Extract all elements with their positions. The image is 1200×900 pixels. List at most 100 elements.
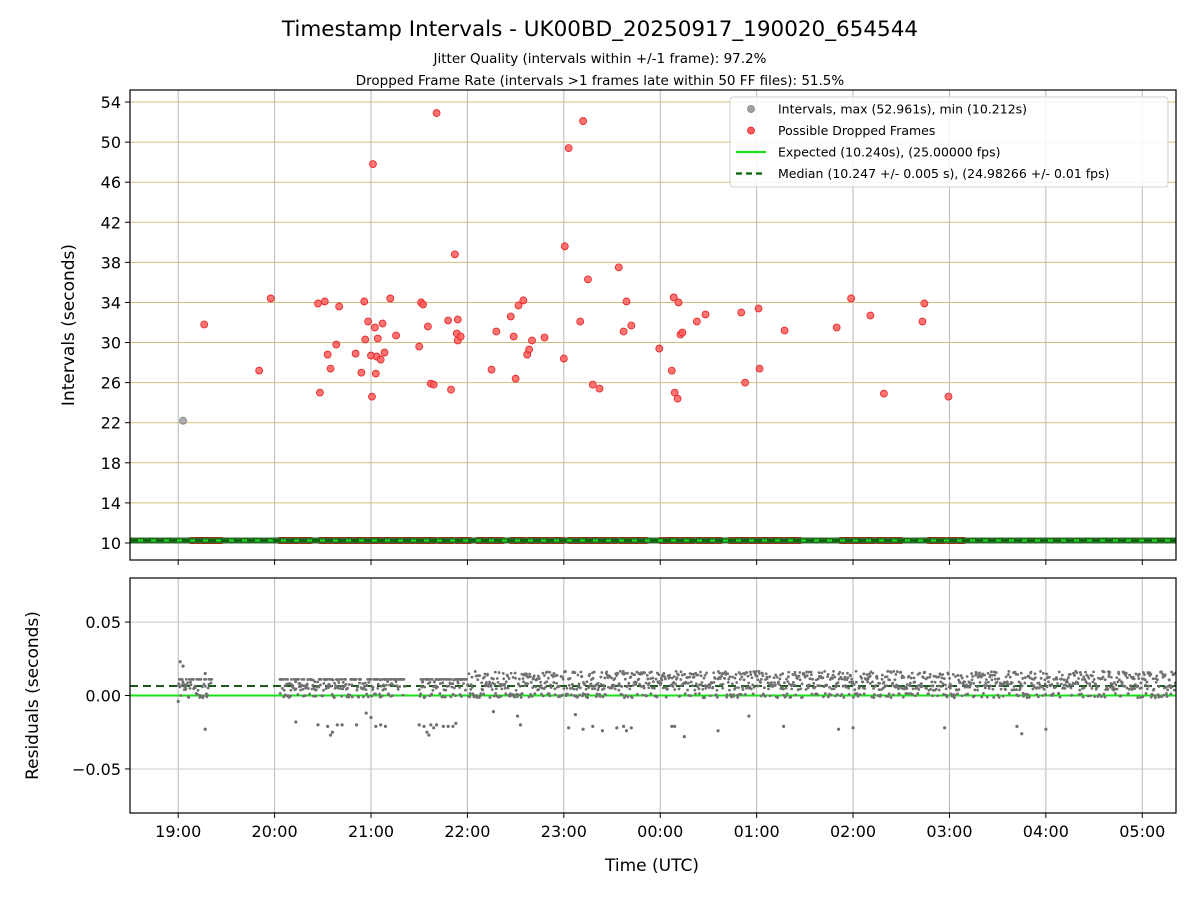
residual-point [584,687,588,691]
residual-point [1154,680,1158,684]
data-point [701,310,710,319]
residual-point [572,687,576,691]
residual-point [672,675,676,678]
residual-point [982,684,986,687]
residual-point [423,685,427,689]
residual-point [617,688,621,692]
residual-point [949,692,953,696]
residual-point [1135,685,1139,689]
data-point [203,727,207,731]
residual-point [1113,692,1117,695]
residual-point [501,672,505,675]
residual-point [958,681,962,685]
residual-point [847,686,850,690]
residual-point [421,677,425,681]
residual-point [195,692,199,696]
residual-point [733,676,737,680]
residual-point [502,677,506,681]
data-point [320,297,329,306]
residual-point [972,682,976,685]
residual-point [1041,671,1045,675]
residual-point [576,673,580,677]
residual-point [918,671,922,675]
residual-point [1007,691,1011,695]
data-point [621,724,626,728]
residual-point [506,686,510,690]
residual-point [894,685,897,689]
residual-point [520,692,524,695]
residual-point [447,684,451,688]
residual-point [177,682,181,686]
residual-point [1145,687,1149,691]
data-point [491,710,496,714]
residual-point [549,686,553,689]
residual-point [677,673,680,677]
data-point [669,293,678,302]
x-tick-label: 23:00 [541,822,587,841]
residual-point [1019,682,1023,686]
residual-point [541,671,545,675]
residual-point [721,682,725,686]
data-point [370,323,379,332]
data-point [492,327,501,336]
residual-point [961,683,965,686]
chart-subtitle-jitter: Jitter Quality (intervals within +/-1 fr… [433,51,767,67]
data-point [737,308,746,317]
residual-point [1137,677,1141,680]
residual-point [840,692,844,696]
residual-point [849,674,852,678]
data-point [584,275,592,284]
residual-point [503,682,507,686]
data-point [432,109,441,117]
data-point [423,322,432,331]
residual-point [837,677,841,681]
residual-point [798,671,802,674]
residual-point [468,691,472,695]
residual-point [441,681,445,685]
residual-point [647,681,651,685]
data-point [832,323,841,332]
residual-point [1080,692,1083,696]
residual-point [305,682,309,686]
residual-point [337,681,341,684]
residual-point [458,693,462,696]
residual-point [596,688,600,692]
residual-point [1069,686,1073,690]
residual-point [492,694,496,698]
residual-point [634,681,638,684]
residual-point [775,675,779,679]
residual-point [757,669,761,673]
chart-subtitle-dropped: Dropped Frame Rate (intervals >1 frames … [356,73,845,89]
residual-point [189,683,193,687]
residual-point [886,695,890,698]
residual-point [545,680,549,684]
residual-point [736,696,740,699]
residual-point [1137,672,1141,676]
residual-point [354,677,358,681]
residual-point [495,677,499,680]
residual-point [314,694,318,698]
residual-point [784,695,788,699]
residual-point [557,684,561,688]
residual-point [952,696,956,700]
residual-point [1170,685,1174,688]
residual-point [466,683,470,686]
residual-point [854,669,858,673]
residual-point [989,684,993,688]
residual-point [1078,670,1082,674]
data-point [451,724,455,728]
residual-point [363,684,366,688]
data-point [176,699,180,703]
residual-point [581,692,585,696]
residual-point [602,684,605,687]
residual-point [1102,692,1106,696]
residual-point [1145,680,1149,684]
residual-point [297,677,300,681]
residual-point [841,672,845,675]
residual-point [911,687,915,691]
data-point [615,726,619,730]
residual-point [973,688,977,692]
residual-point [460,695,463,698]
data-point [920,299,929,308]
residual-point [1021,676,1025,680]
